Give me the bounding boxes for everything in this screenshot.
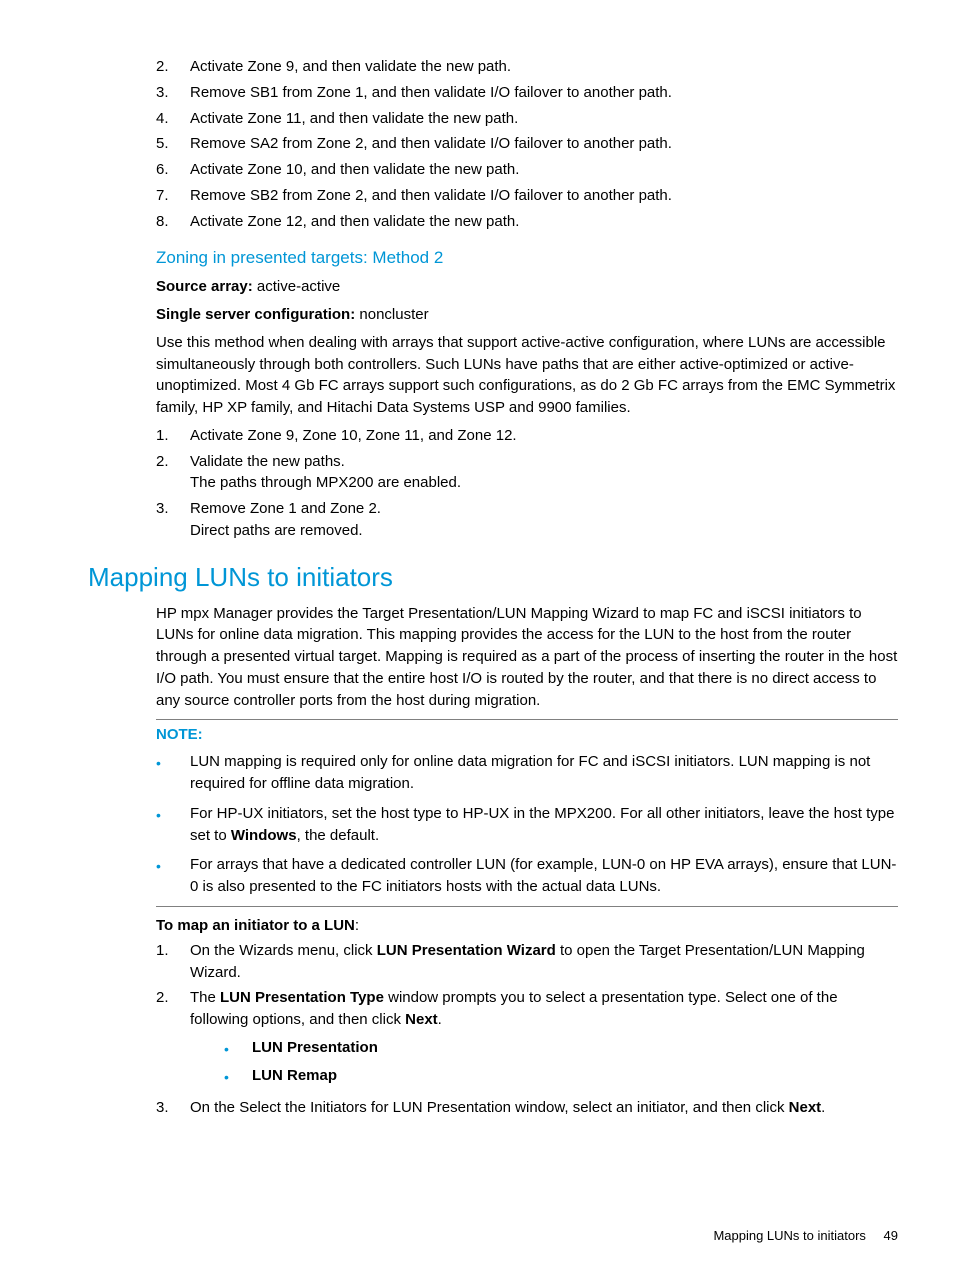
mapping-paragraph: HP mpx Manager provides the Target Prese… — [156, 603, 898, 712]
source-array-line: Source array: active-active — [156, 276, 898, 298]
divider-top — [156, 719, 898, 720]
single-server-line: Single server configuration: noncluster — [156, 304, 898, 326]
bullet-text: LUN mapping is required only for online … — [190, 751, 898, 795]
list-item: 1.Activate Zone 9, Zone 10, Zone 11, and… — [156, 425, 898, 447]
content-block-mapping: HP mpx Manager provides the Target Prese… — [156, 603, 898, 1120]
list-text: Remove SA2 from Zone 2, and then validat… — [190, 133, 898, 155]
to-map-label: To map an initiator to a LUN — [156, 917, 355, 934]
list-number: 1. — [156, 425, 190, 447]
list-text: Activate Zone 11, and then validate the … — [190, 108, 898, 130]
list-number: 7. — [156, 185, 190, 207]
ordered-list-top: 2.Activate Zone 9, and then validate the… — [156, 56, 898, 232]
note-label: NOTE: — [156, 726, 898, 743]
list-number: 2. — [156, 987, 190, 1093]
bold-text: LUN Presentation Wizard — [377, 942, 556, 959]
divider-bottom — [156, 906, 898, 907]
list-text: Remove Zone 1 and Zone 2.Direct paths ar… — [190, 498, 898, 542]
note-bullet-item: •For HP-UX initiators, set the host type… — [156, 803, 898, 847]
sub-bullet-item: •LUN Presentation — [224, 1037, 898, 1059]
list-text: The LUN Presentation Type window prompts… — [190, 987, 898, 1093]
subheading-zoning: Zoning in presented targets: Method 2 — [156, 248, 898, 268]
list-item: 2.Activate Zone 9, and then validate the… — [156, 56, 898, 78]
to-map-heading: To map an initiator to a LUN: — [156, 917, 898, 934]
sub-bullet-text: LUN Presentation — [252, 1037, 378, 1059]
list-number: 8. — [156, 211, 190, 233]
list-text: Activate Zone 10, and then validate the … — [190, 159, 898, 181]
bullet-icon: • — [224, 1037, 252, 1059]
source-array-value: active-active — [253, 278, 341, 295]
bullet-text: For HP-UX initiators, set the host type … — [190, 803, 898, 847]
sub-bullet-text: LUN Remap — [252, 1065, 337, 1087]
list-number: 2. — [156, 451, 190, 495]
list-item: 3.On the Select the Initiators for LUN P… — [156, 1097, 898, 1119]
list-number: 6. — [156, 159, 190, 181]
list-text: Remove SB2 from Zone 2, and then validat… — [190, 185, 898, 207]
footer-text: Mapping LUNs to initiators — [713, 1228, 865, 1243]
bold-text: LUN Presentation Type — [220, 989, 384, 1006]
source-array-label: Source array: — [156, 278, 253, 295]
list-item: 1.On the Wizards menu, click LUN Present… — [156, 940, 898, 984]
page-footer: Mapping LUNs to initiators 49 — [713, 1228, 898, 1243]
bullet-icon: • — [156, 803, 190, 847]
list-text: Validate the new paths.The paths through… — [190, 451, 898, 495]
bold-text: Windows — [231, 827, 297, 844]
bullet-icon: • — [156, 854, 190, 898]
single-server-value: noncluster — [355, 306, 428, 323]
list-text: On the Select the Initiators for LUN Pre… — [190, 1097, 898, 1119]
bullet-icon: • — [156, 751, 190, 795]
note-bullet-item: •For arrays that have a dedicated contro… — [156, 854, 898, 898]
list-number: 1. — [156, 940, 190, 984]
list-item: 7.Remove SB2 from Zone 2, and then valid… — [156, 185, 898, 207]
list-item: 2.Validate the new paths.The paths throu… — [156, 451, 898, 495]
bold-text: Next — [789, 1099, 822, 1116]
list-item: 3.Remove SB1 from Zone 1, and then valid… — [156, 82, 898, 104]
list-item: 5.Remove SA2 from Zone 2, and then valid… — [156, 133, 898, 155]
ordered-list-map: 1.On the Wizards menu, click LUN Present… — [156, 940, 898, 1119]
document-page: 2.Activate Zone 9, and then validate the… — [0, 0, 954, 1163]
list-item: 4.Activate Zone 11, and then validate th… — [156, 108, 898, 130]
sub-bullet-item: •LUN Remap — [224, 1065, 898, 1087]
bullet-icon: • — [224, 1065, 252, 1087]
list-text: Activate Zone 12, and then validate the … — [190, 211, 898, 233]
list-number: 3. — [156, 82, 190, 104]
list-number: 4. — [156, 108, 190, 130]
ordered-list-zoning: 1.Activate Zone 9, Zone 10, Zone 11, and… — [156, 425, 898, 542]
to-map-colon: : — [355, 917, 359, 934]
list-number: 3. — [156, 1097, 190, 1119]
bold-text: Next — [405, 1011, 438, 1028]
bullet-text: For arrays that have a dedicated control… — [190, 854, 898, 898]
list-number: 5. — [156, 133, 190, 155]
note-bullet-item: •LUN mapping is required only for online… — [156, 751, 898, 795]
note-bullet-list: •LUN mapping is required only for online… — [156, 751, 898, 898]
list-text: On the Wizards menu, click LUN Presentat… — [190, 940, 898, 984]
footer-page-number: 49 — [884, 1228, 898, 1243]
heading-mapping: Mapping LUNs to initiators — [88, 562, 898, 593]
list-number: 3. — [156, 498, 190, 542]
list-text: Remove SB1 from Zone 1, and then validat… — [190, 82, 898, 104]
list-item: 6.Activate Zone 10, and then validate th… — [156, 159, 898, 181]
list-item: 8.Activate Zone 12, and then validate th… — [156, 211, 898, 233]
list-text: Activate Zone 9, Zone 10, Zone 11, and Z… — [190, 425, 898, 447]
zoning-paragraph: Use this method when dealing with arrays… — [156, 332, 898, 419]
content-block-top: 2.Activate Zone 9, and then validate the… — [156, 56, 898, 542]
list-item: 3.Remove Zone 1 and Zone 2.Direct paths … — [156, 498, 898, 542]
list-number: 2. — [156, 56, 190, 78]
list-item: 2.The LUN Presentation Type window promp… — [156, 987, 898, 1093]
sub-bullet-list: •LUN Presentation•LUN Remap — [224, 1037, 898, 1088]
single-server-label: Single server configuration: — [156, 306, 355, 323]
list-text: Activate Zone 9, and then validate the n… — [190, 56, 898, 78]
